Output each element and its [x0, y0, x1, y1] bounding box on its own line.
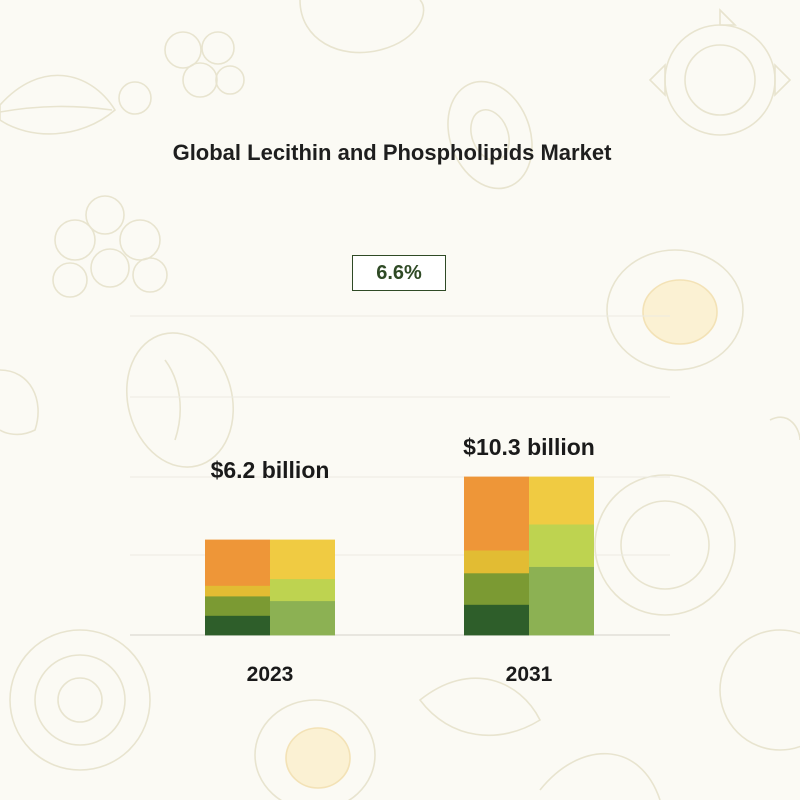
bar-segment-2023-col2-seg2 — [270, 578, 335, 602]
bar-segment-2023-col1-seg1 — [205, 615, 270, 636]
labels: $6.2 billion 2023 $10.3 billion 2031 — [211, 434, 595, 686]
bar-segment-2031-col1-seg2 — [464, 572, 529, 605]
data-label-2023: $6.2 billion — [211, 457, 330, 483]
data-label-2031: $10.3 billion — [463, 434, 595, 460]
bar-segment-2023-col2-seg3 — [270, 539, 335, 580]
chart-title: Global Lecithin and Phospholipids Market — [172, 140, 612, 165]
bar-segment-2023-col1-seg4 — [205, 539, 270, 586]
bar-segment-2031-col2-seg2 — [529, 524, 594, 567]
bar-segment-2031-col1-seg4 — [464, 476, 529, 551]
cagr-badge: 6.6% — [352, 255, 446, 291]
bar-segment-2031-col1-seg1 — [464, 604, 529, 636]
bar-segment-2023-col1-seg2 — [205, 595, 270, 616]
bar-segment-2023-col2-seg1 — [270, 600, 335, 636]
x-tick-label-2023: 2023 — [247, 663, 294, 686]
bars — [205, 476, 594, 636]
bar-segment-2031-col2-seg3 — [529, 476, 594, 525]
bar-segment-2023-col1-seg3 — [205, 585, 270, 597]
bar-segment-2031-col1-seg3 — [464, 550, 529, 574]
bar-segment-2031-col2-seg1 — [529, 566, 594, 636]
x-tick-label-2031: 2031 — [506, 663, 553, 686]
